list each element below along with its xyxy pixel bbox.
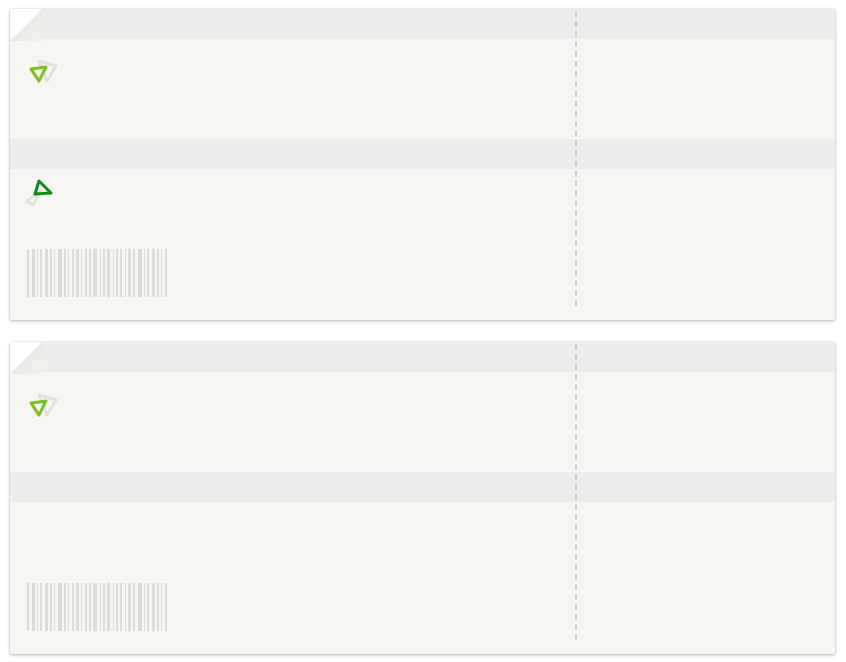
barcode-bar xyxy=(144,583,145,631)
barcode-bar xyxy=(54,249,55,297)
barcode-bar xyxy=(103,583,105,631)
barcode-bar xyxy=(128,249,131,297)
barcode-bar xyxy=(107,583,110,631)
barcode xyxy=(27,583,225,631)
barcode-bar xyxy=(116,249,118,297)
barcode-bar xyxy=(93,583,97,631)
ticket-section-band xyxy=(10,472,835,502)
barcode-bar xyxy=(68,583,69,631)
ticket-header-band xyxy=(10,9,835,39)
barcode-bar xyxy=(54,583,55,631)
barcode-bar xyxy=(152,583,155,631)
barcode-bar xyxy=(58,583,62,631)
barcode-bar xyxy=(100,249,101,297)
barcode-bar xyxy=(64,583,66,631)
barcode-bar xyxy=(133,249,135,297)
barcode-bar xyxy=(32,583,35,631)
barcode-bar xyxy=(81,583,82,631)
barcode-bar xyxy=(85,249,87,297)
barcode-bar xyxy=(165,583,167,631)
barcode-bar xyxy=(138,249,142,297)
barcode-bar xyxy=(125,249,126,297)
folded-corner xyxy=(10,9,42,41)
barcode-bar xyxy=(32,249,35,297)
barcode-bar xyxy=(64,249,66,297)
barcode-bar xyxy=(27,249,29,297)
barcode-bar xyxy=(157,583,159,631)
barcode-bar xyxy=(58,249,62,297)
barcode-bar xyxy=(120,249,122,297)
barcode-bar xyxy=(113,249,114,297)
ticket-section-band xyxy=(10,139,835,169)
barcode-bar xyxy=(89,249,91,297)
barcode-bar xyxy=(128,583,131,631)
barcode-bar xyxy=(107,249,110,297)
barcode-bar xyxy=(37,249,38,297)
departure-arrow-icon xyxy=(29,393,58,417)
barcode-bar xyxy=(37,583,38,631)
barcode-bar xyxy=(147,583,149,631)
barcode-bar xyxy=(40,583,42,631)
barcode-bar xyxy=(161,249,162,297)
ticket-card xyxy=(10,342,835,654)
barcode-bar xyxy=(50,583,52,631)
return-arrow-icon xyxy=(25,179,53,207)
barcode-bar xyxy=(40,249,42,297)
ticket-card xyxy=(10,9,835,320)
barcode-bar xyxy=(45,249,48,297)
barcode-bar xyxy=(72,249,74,297)
barcode-bar xyxy=(133,583,135,631)
barcode-bar xyxy=(27,583,29,631)
barcode-bar xyxy=(85,583,87,631)
barcode-bar xyxy=(125,583,126,631)
barcode-bar xyxy=(165,249,167,297)
barcode-bar xyxy=(72,583,74,631)
folded-corner xyxy=(10,342,42,374)
barcode-bar xyxy=(76,583,79,631)
barcode-bar xyxy=(76,249,79,297)
barcode-bar xyxy=(89,583,91,631)
barcode-bar xyxy=(147,249,149,297)
barcode-bar xyxy=(116,583,118,631)
barcode-bar xyxy=(93,249,97,297)
barcode-bar xyxy=(50,249,52,297)
barcode-bar xyxy=(81,249,82,297)
barcode-bar xyxy=(103,249,105,297)
ticket-header-band xyxy=(10,342,835,372)
barcode-bar xyxy=(157,249,159,297)
barcode-bar xyxy=(68,249,69,297)
barcode-bar xyxy=(138,583,142,631)
perforation-line xyxy=(575,344,577,640)
barcode-bar xyxy=(120,583,122,631)
barcode xyxy=(27,249,225,297)
departure-arrow-icon xyxy=(29,59,58,83)
barcode-bar xyxy=(144,249,145,297)
barcode-bar xyxy=(45,583,48,631)
barcode-bar xyxy=(100,583,101,631)
barcode-bar xyxy=(113,583,114,631)
barcode-bar xyxy=(152,249,155,297)
barcode-bar xyxy=(161,583,162,631)
perforation-line xyxy=(575,11,577,306)
